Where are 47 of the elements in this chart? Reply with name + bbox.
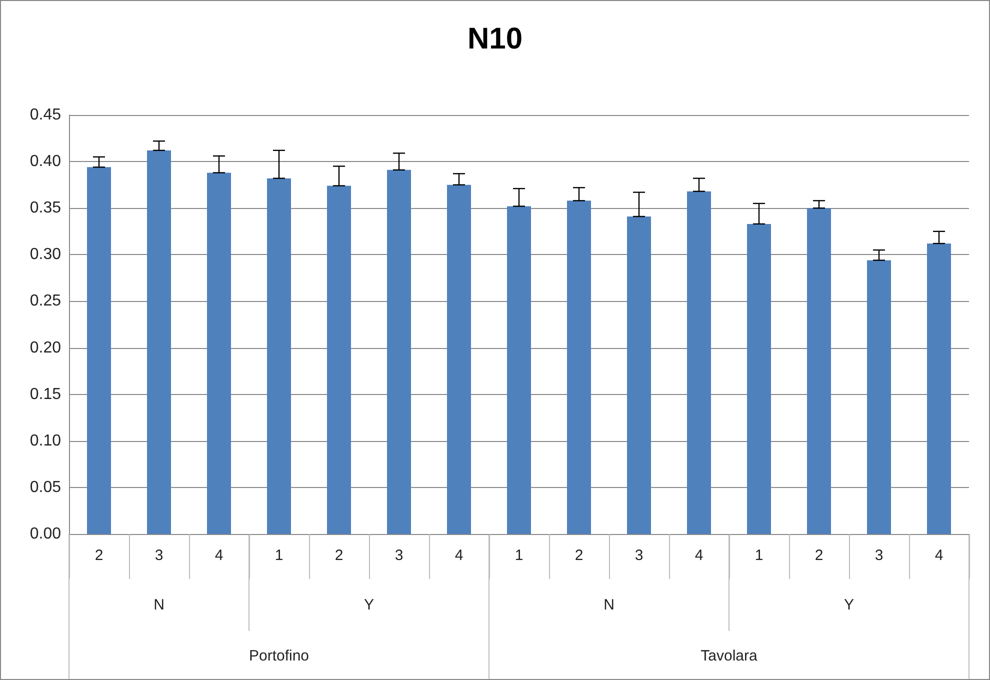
x-tick-label: 3 xyxy=(874,547,884,564)
x-tick-label: 2 xyxy=(94,547,104,564)
y-tick-label: 0.20 xyxy=(30,339,62,356)
bar xyxy=(147,150,171,534)
bar xyxy=(807,208,831,534)
bar xyxy=(387,170,411,534)
y-tick-label: 0.45 xyxy=(30,106,62,124)
text: Portofino xyxy=(248,648,310,664)
x-tick-label: 1 xyxy=(514,547,524,564)
y-tick-label: 0.30 xyxy=(30,246,62,264)
y-tick-label: 0.05 xyxy=(30,478,62,496)
bar xyxy=(747,224,771,534)
x-tick-label: 1 xyxy=(274,547,284,564)
y-tick-label: 0.15 xyxy=(30,386,62,403)
y-tick-label: 0.10 xyxy=(30,432,62,450)
x-tick-label: 1 xyxy=(754,547,764,564)
bar xyxy=(867,260,891,534)
x-tick-label: 3 xyxy=(634,547,644,564)
x-tick-label: 4 xyxy=(694,547,704,564)
bar xyxy=(447,184,471,534)
y-tick-label: 0.00 xyxy=(30,526,62,542)
bar xyxy=(267,178,291,534)
bar xyxy=(927,243,951,534)
text: N xyxy=(604,596,614,614)
bar xyxy=(207,172,231,534)
x-tick-label: 2 xyxy=(334,547,344,564)
bar xyxy=(687,191,711,534)
y-tick-label: 0.35 xyxy=(30,200,62,217)
bar xyxy=(507,206,531,534)
x-tick-label: 2 xyxy=(574,547,584,564)
text: N xyxy=(154,596,164,614)
y-tick-label: 0.25 xyxy=(30,292,62,310)
bar xyxy=(567,200,591,534)
bar xyxy=(87,167,111,534)
y-tick-label: 0.40 xyxy=(30,153,62,170)
x-tick-label: 4 xyxy=(454,547,464,564)
text: Tavolara xyxy=(700,648,758,664)
x-tick-label: 3 xyxy=(154,547,164,564)
text: Y xyxy=(364,596,374,614)
bar xyxy=(327,186,351,534)
x-tick-label: 3 xyxy=(394,547,404,564)
x-tick-label: 2 xyxy=(814,547,824,564)
chart-title: N10 xyxy=(467,22,523,56)
x-tick-label: 4 xyxy=(214,547,224,564)
x-tick-label: 4 xyxy=(934,547,944,564)
bar xyxy=(627,216,651,534)
text: Y xyxy=(844,596,854,614)
